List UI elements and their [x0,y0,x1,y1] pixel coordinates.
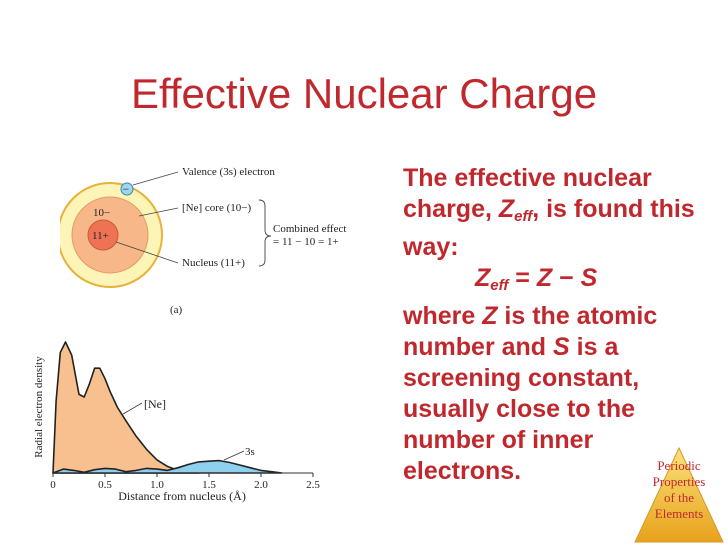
series-label-ne: [Ne] [144,397,166,411]
nucleus [87,219,119,251]
x-axis-label: Distance from nucleus (Å) [118,489,246,503]
eq-lhs-z: Z [475,264,491,292]
valence-electron [120,182,134,196]
x-tick-group: 0 0.5 1.0 1.5 2.0 2.5 [50,473,320,491]
eq-minus: − [552,264,581,292]
badge-line-4: Elements [654,506,704,521]
ne-area-group [52,341,200,474]
para2-b: is the atomic number and [403,302,658,361]
eq-z: Z [536,264,553,292]
3s-pointer [223,450,245,461]
y-axis-label: Radial electron density [33,356,45,458]
core-pointer [138,207,179,217]
badge-text: Periodic Properties of the Elements [633,458,725,522]
valence-pointer [132,171,179,186]
series-area-3s [52,459,283,474]
core-charge-label: 10− [93,207,110,219]
x-tick-label: 0.5 [98,479,112,491]
electron-sign: − [123,182,130,196]
core-label: [Ne] core (10−) [182,202,251,214]
nucleus-pointer [115,241,179,264]
panel-label-a: (a) [170,304,183,316]
atom-diagram: 10− 11+ − Valence (3s) electron [Ne] cor… [60,166,346,316]
combined-formula: = 11 − 10 = 1+ [273,236,339,248]
para1-end: , is found this way: [403,195,695,261]
x-tick-label: 1.0 [150,479,164,491]
combined-label: Combined effect [273,223,346,235]
ne-pointer [122,402,143,415]
para2-a: where [403,302,483,330]
slide-title: Effective Nuclear Charge [130,70,598,117]
x-tick-label: 0 [50,479,56,491]
radial-density-chart: 0 0.5 1.0 1.5 2.0 2.5 Distance from nucleus (… [33,341,320,503]
eq-lhs-sub: eff [490,277,509,294]
zeff-z: Z [498,195,515,223]
x-tick-label: 2.0 [254,479,268,491]
para2-c: is a screening constant, usually close t… [403,333,640,485]
badge-line-3: of the [664,490,694,505]
eq-s: S [580,264,598,292]
x-tick-label: 1.5 [202,479,216,491]
x-tick-label: 2.5 [306,479,320,491]
3s-area-group [52,459,283,474]
combined-brace [258,199,272,267]
eq-equals: = [508,264,537,292]
series-area-ne [52,341,200,474]
nucleus-charge-label: 11+ [92,230,109,242]
periodic-properties-badge [634,446,724,543]
para2-s: S [553,333,570,361]
nucleus-label: Nucleus (11+) [182,257,245,269]
para1-start: The effective nuclear charge, [403,164,652,223]
badge-line-1: Periodic [657,458,701,473]
zeff-sub: eff [514,208,533,225]
equation: Zeff = Z − S [403,263,703,301]
badge-line-2: Properties [652,474,706,489]
body-text: The effective nuclear charge, Zeff, is f… [403,163,703,487]
series-label-3s: 3s [245,446,255,458]
valence-label: Valence (3s) electron [182,166,275,178]
para2-z: Z [482,302,498,330]
badge-triangle [634,446,724,543]
